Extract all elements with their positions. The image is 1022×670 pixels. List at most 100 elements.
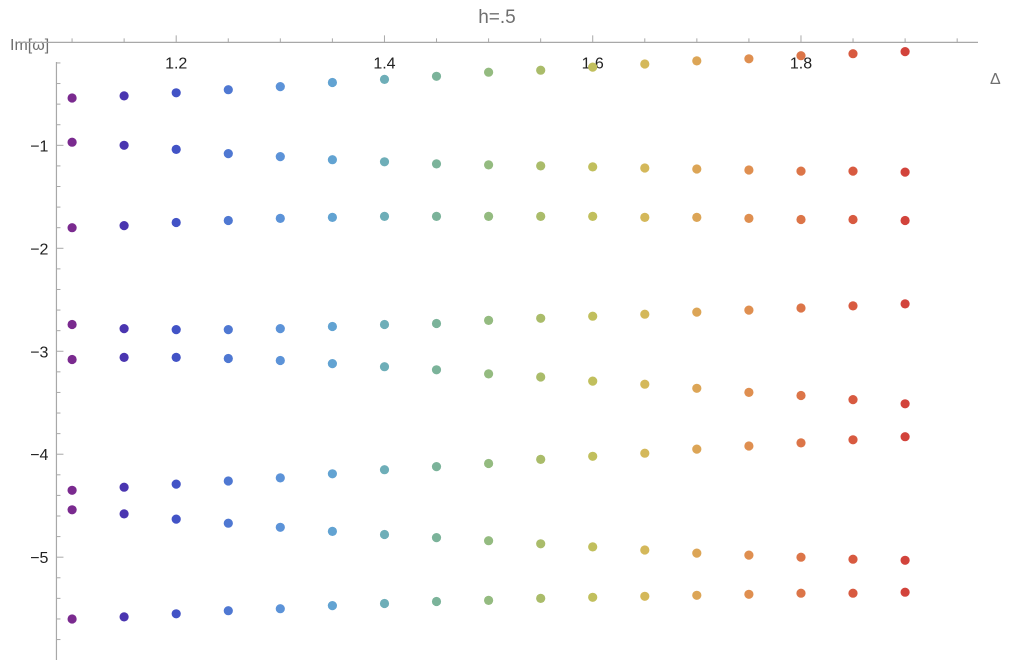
y-tick-label: −3: [30, 344, 48, 361]
data-point: [67, 485, 77, 495]
axes: [20, 41, 978, 660]
data-point: [223, 215, 233, 226]
data-point: [744, 441, 754, 451]
tick-labels: 1.21.41.61.8−1−2−3−4−5: [30, 55, 812, 567]
data-point: [275, 152, 285, 162]
y-tick-label: −1: [30, 138, 48, 155]
data-point: [588, 542, 598, 552]
data-point: [536, 372, 546, 382]
data-point: [640, 591, 650, 601]
data-point: [796, 552, 806, 562]
data-point: [588, 211, 598, 221]
data-point: [640, 379, 650, 389]
data-point: [431, 533, 442, 543]
y-tick-label: −4: [30, 447, 48, 464]
data-point: [536, 65, 546, 75]
data-point: [484, 369, 494, 379]
data-point: [640, 163, 650, 173]
data-point: [744, 589, 754, 599]
data-point: [588, 311, 598, 321]
data-point: [379, 319, 390, 330]
data-point: [536, 454, 546, 464]
x-tick-label: 1.2: [165, 55, 187, 72]
data-point: [171, 514, 181, 524]
x-tick-label: 1.4: [373, 55, 395, 72]
data-point: [171, 217, 181, 228]
data-point: [484, 536, 494, 546]
data-point: [119, 324, 129, 334]
data-point: [379, 211, 390, 221]
data-point: [431, 365, 442, 375]
data-point: [744, 550, 754, 560]
data-point: [67, 354, 77, 365]
data-point: [692, 590, 702, 600]
data-point: [692, 56, 702, 66]
data-point: [484, 160, 494, 170]
data-point: [900, 432, 910, 442]
x-axis-label: Δ: [990, 71, 1001, 88]
data-point: [692, 383, 702, 393]
data-point: [171, 88, 181, 98]
data-point: [744, 54, 754, 64]
data-point: [119, 509, 129, 519]
data-point: [484, 315, 494, 325]
data-point: [796, 588, 806, 598]
data-point: [223, 353, 233, 364]
data-point: [431, 159, 442, 169]
data-point: [640, 212, 650, 222]
data-point: [327, 212, 337, 222]
data-point: [796, 390, 806, 401]
data-point: [171, 352, 181, 362]
y-tick-label: −2: [30, 241, 48, 258]
data-point: [223, 149, 233, 159]
data-point: [275, 82, 285, 92]
data-point: [900, 299, 910, 309]
data-point: [848, 214, 858, 225]
data-point: [223, 85, 233, 95]
data-point: [588, 592, 598, 602]
data-point: [848, 301, 858, 311]
data-point: [900, 555, 910, 565]
data-point: [275, 213, 285, 223]
data-point: [119, 221, 129, 231]
data-point: [848, 166, 858, 176]
data-point: [484, 458, 494, 469]
data-point: [900, 399, 910, 409]
data-point: [119, 91, 129, 101]
data-point: [275, 604, 285, 614]
data-point: [327, 321, 337, 332]
data-point: [484, 67, 494, 77]
data-point: [223, 518, 233, 528]
data-point: [67, 93, 77, 103]
data-point: [900, 587, 910, 597]
data-point: [223, 325, 233, 335]
x-tick-label: 1.8: [790, 55, 812, 72]
data-point: [692, 307, 702, 317]
data-point: [640, 309, 650, 319]
data-point: [536, 539, 546, 549]
data-point: [119, 352, 129, 362]
y-tick-label: −5: [30, 550, 48, 567]
data-point: [588, 62, 598, 72]
data-point: [796, 438, 806, 448]
data-point: [796, 214, 806, 225]
data-point: [900, 47, 910, 57]
data-point: [431, 211, 442, 221]
data-point: [640, 59, 650, 69]
data-point: [536, 211, 546, 221]
data-point: [588, 451, 598, 461]
data-point: [796, 303, 806, 313]
data-point: [640, 545, 650, 555]
data-point: [275, 355, 285, 366]
data-point: [379, 529, 390, 540]
data-point: [744, 213, 754, 223]
data-point: [67, 223, 77, 233]
data-point: [536, 313, 546, 323]
data-point: [223, 606, 233, 616]
data-point: [275, 522, 285, 532]
data-point: [692, 164, 702, 174]
data-point: [484, 211, 494, 221]
data-point: [327, 77, 337, 88]
data-point: [588, 162, 598, 172]
